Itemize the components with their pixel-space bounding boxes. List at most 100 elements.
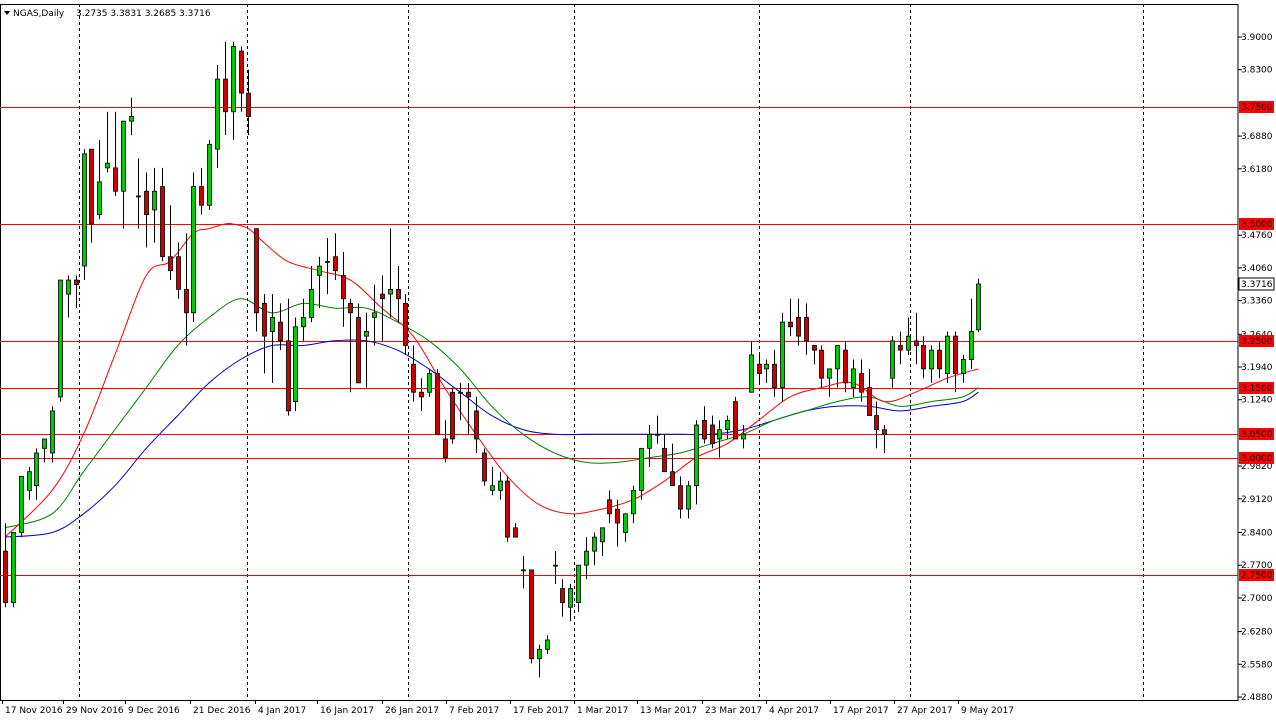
candle[interactable]	[458, 382, 463, 421]
candle[interactable]	[262, 294, 267, 374]
candle[interactable]	[380, 275, 385, 341]
candle[interactable]	[505, 476, 510, 542]
candle[interactable]	[50, 406, 55, 463]
candle[interactable]	[482, 448, 487, 486]
candle[interactable]	[450, 387, 455, 444]
candle[interactable]	[136, 158, 141, 229]
candle[interactable]	[443, 420, 448, 463]
candle[interactable]	[686, 481, 691, 519]
candle[interactable]	[835, 345, 840, 388]
candle[interactable]	[176, 242, 181, 299]
candle[interactable]	[34, 448, 39, 500]
candle[interactable]	[325, 237, 330, 295]
candle[interactable]	[600, 527, 605, 556]
candle[interactable]	[976, 278, 981, 333]
candle[interactable]	[278, 303, 283, 351]
candle[interactable]	[764, 359, 769, 383]
candle[interactable]	[584, 537, 589, 580]
candle[interactable]	[694, 420, 699, 505]
candle[interactable]	[356, 303, 361, 384]
candle[interactable]	[184, 233, 189, 346]
candle[interactable]	[929, 345, 934, 383]
candle[interactable]	[396, 266, 401, 323]
candle[interactable]	[772, 350, 777, 397]
candle[interactable]	[474, 396, 479, 454]
candle[interactable]	[66, 275, 71, 318]
candle[interactable]	[419, 378, 424, 411]
candle[interactable]	[254, 228, 259, 332]
candle[interactable]	[804, 303, 809, 355]
candle[interactable]	[246, 69, 251, 136]
candle[interactable]	[592, 532, 597, 566]
candle[interactable]	[725, 415, 730, 439]
candle[interactable]	[898, 331, 903, 365]
candle[interactable]	[710, 415, 715, 449]
candle[interactable]	[749, 340, 754, 393]
candle[interactable]	[301, 298, 306, 341]
candle[interactable]	[529, 569, 534, 664]
candle[interactable]	[121, 120, 126, 229]
candle[interactable]	[223, 41, 228, 136]
candle[interactable]	[27, 467, 32, 500]
candle[interactable]	[780, 312, 785, 402]
candle[interactable]	[521, 555, 526, 589]
candle[interactable]	[921, 336, 926, 379]
candle[interactable]	[961, 354, 966, 383]
candle[interactable]	[937, 340, 942, 379]
candle[interactable]	[757, 354, 762, 383]
candle[interactable]	[411, 345, 416, 402]
candle[interactable]	[427, 368, 432, 397]
candle[interactable]	[364, 312, 369, 388]
candle[interactable]	[239, 46, 244, 112]
plot-area[interactable]	[0, 4, 1239, 701]
candle[interactable]	[74, 275, 79, 309]
candle[interactable]	[129, 97, 134, 136]
candle[interactable]	[851, 359, 856, 397]
candle[interactable]	[906, 317, 911, 355]
candle[interactable]	[82, 149, 87, 281]
candle[interactable]	[678, 476, 683, 519]
candle[interactable]	[160, 167, 165, 262]
candle[interactable]	[655, 415, 660, 444]
candle[interactable]	[615, 499, 620, 547]
candle[interactable]	[741, 424, 746, 449]
candle[interactable]	[403, 294, 408, 355]
candle[interactable]	[341, 252, 346, 327]
candle[interactable]	[309, 266, 314, 323]
candle[interactable]	[435, 368, 440, 435]
candle[interactable]	[513, 523, 518, 538]
candle[interactable]	[348, 298, 353, 393]
candle[interactable]	[843, 340, 848, 393]
candle[interactable]	[498, 471, 503, 500]
candle[interactable]	[58, 279, 63, 402]
candle[interactable]	[623, 513, 628, 542]
candle[interactable]	[372, 284, 377, 346]
candle[interactable]	[560, 579, 565, 617]
candle[interactable]	[788, 298, 793, 337]
candle[interactable]	[882, 424, 887, 454]
candle[interactable]	[215, 65, 220, 168]
candle[interactable]	[317, 256, 322, 309]
candle[interactable]	[796, 298, 801, 346]
candle[interactable]	[105, 111, 110, 173]
candle[interactable]	[953, 331, 958, 393]
candle[interactable]	[702, 406, 707, 444]
candle[interactable]	[270, 294, 275, 383]
candle[interactable]	[11, 532, 16, 608]
candle[interactable]	[576, 564, 581, 612]
candle[interactable]	[717, 420, 722, 458]
candle[interactable]	[670, 443, 675, 487]
candle[interactable]	[89, 148, 94, 243]
candle[interactable]	[867, 368, 872, 417]
candle[interactable]	[733, 396, 738, 440]
candle[interactable]	[286, 298, 291, 416]
candle[interactable]	[890, 336, 895, 388]
candle[interactable]	[945, 331, 950, 383]
candle[interactable]	[553, 551, 558, 584]
candle[interactable]	[647, 424, 652, 468]
candle[interactable]	[662, 434, 667, 473]
candle[interactable]	[293, 317, 298, 411]
candle[interactable]	[639, 447, 644, 500]
candle[interactable]	[914, 312, 919, 365]
